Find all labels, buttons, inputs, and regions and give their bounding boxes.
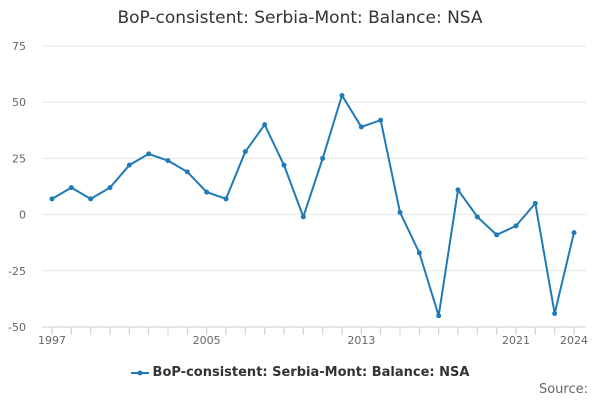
y-tick-label: -25 bbox=[8, 265, 26, 278]
y-tick-label: 75 bbox=[12, 40, 26, 53]
data-point bbox=[146, 151, 152, 157]
line-chart: -50 -25 0 25 50 75 1997 2005 2013 2021 2024 bbox=[8, 40, 588, 347]
source-label: Source: bbox=[538, 382, 588, 397]
data-point bbox=[242, 149, 248, 155]
data-point bbox=[126, 162, 132, 168]
y-tick-label: 50 bbox=[12, 96, 26, 109]
data-point bbox=[204, 189, 210, 195]
data-point bbox=[107, 185, 113, 191]
y-tick-label: -50 bbox=[8, 321, 26, 334]
data-point bbox=[320, 155, 326, 161]
data-point bbox=[49, 196, 55, 202]
x-tick-label: 2024 bbox=[560, 334, 588, 347]
chart-title: BoP-consistent: Serbia-Mont: Balance: NS… bbox=[117, 8, 483, 28]
data-point bbox=[281, 162, 287, 168]
data-point bbox=[416, 250, 422, 256]
data-point bbox=[223, 196, 229, 202]
data-point bbox=[88, 196, 94, 202]
legend[interactable]: BoP-consistent: Serbia-Mont: Balance: NS… bbox=[0, 365, 600, 380]
data-point bbox=[494, 232, 500, 238]
data-point bbox=[184, 169, 190, 175]
legend-label: BoP-consistent: Serbia-Mont: Balance: NS… bbox=[152, 365, 470, 380]
data-point bbox=[532, 200, 538, 206]
x-tick-label: 2005 bbox=[193, 334, 221, 347]
data-point bbox=[339, 92, 345, 98]
x-tick-label: 1997 bbox=[38, 334, 66, 347]
data-point bbox=[262, 122, 268, 128]
data-point bbox=[397, 209, 403, 215]
data-point bbox=[571, 230, 577, 236]
data-point bbox=[68, 185, 74, 191]
data-point bbox=[436, 313, 442, 319]
data-point bbox=[165, 158, 171, 164]
data-point bbox=[552, 311, 558, 317]
y-tick-label: 25 bbox=[12, 152, 26, 165]
y-tick-label: 0 bbox=[19, 209, 26, 222]
data-point bbox=[455, 187, 461, 193]
x-tick-label: 2013 bbox=[347, 334, 375, 347]
data-point bbox=[513, 223, 519, 229]
x-tick-label: 2021 bbox=[502, 334, 530, 347]
data-point bbox=[474, 214, 480, 220]
legend-symbol bbox=[130, 370, 149, 375]
data-point bbox=[300, 214, 306, 220]
data-point bbox=[378, 117, 384, 123]
series-line bbox=[51, 94, 575, 317]
data-point bbox=[358, 124, 364, 130]
